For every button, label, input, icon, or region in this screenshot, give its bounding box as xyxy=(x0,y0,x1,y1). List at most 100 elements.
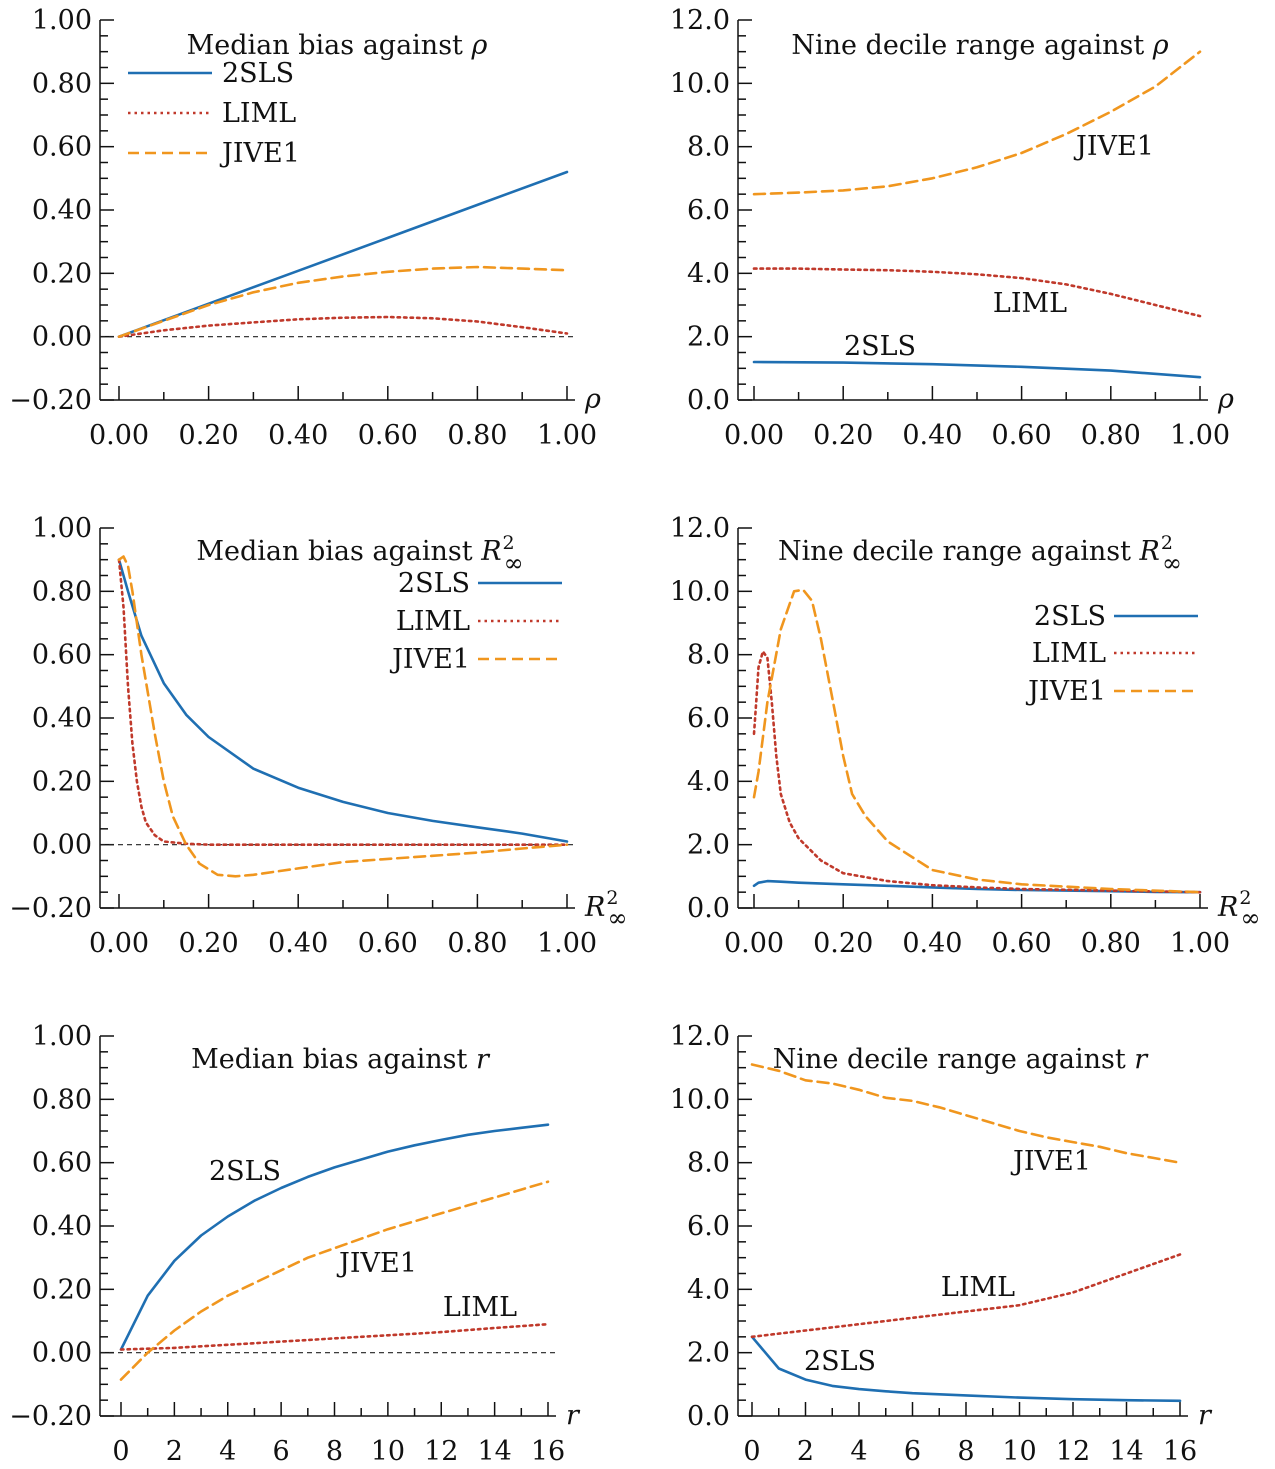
series-label-liml: LIML xyxy=(443,1292,517,1323)
x-tick-label: 12 xyxy=(1056,1436,1090,1467)
series-line-jive1 xyxy=(750,1063,1182,1164)
y-tick-label: 2.0 xyxy=(687,322,730,353)
y-tick-label: 4.0 xyxy=(687,766,730,797)
y-tick-label: −0.20 xyxy=(9,893,92,924)
x-tick-label: 12 xyxy=(424,1436,458,1467)
legend-label-jive1: JIVE1 xyxy=(1025,676,1106,707)
x-tick-label: 0.00 xyxy=(724,420,784,451)
x-tick-label: 0.60 xyxy=(358,928,418,959)
y-tick-label: 6.0 xyxy=(687,195,730,226)
x-tick-label: 0.40 xyxy=(902,928,962,959)
y-tick-label: 0.60 xyxy=(32,640,92,671)
x-tick-label: 0.80 xyxy=(1081,420,1141,451)
x-tick-label: 1.00 xyxy=(1170,420,1230,451)
series-line-jive1 xyxy=(119,1180,550,1381)
series-line-liml xyxy=(117,558,569,847)
x-tick-label: 0.20 xyxy=(813,420,873,451)
x-tick-label: 0.60 xyxy=(992,928,1052,959)
panel-title: Nine decile range against r xyxy=(773,1044,1149,1075)
x-tick-label: 0.20 xyxy=(813,928,873,959)
x-tick-label: 4 xyxy=(219,1436,236,1467)
y-tick-label: 10.0 xyxy=(670,576,730,607)
x-tick-label: 0.20 xyxy=(179,928,239,959)
legend-label-jive1: JIVE1 xyxy=(219,138,300,169)
series-line-jive1 xyxy=(117,265,569,339)
y-tick-label: 0.40 xyxy=(32,1211,92,1242)
x-axis-label: R2 ∞ xyxy=(584,887,627,932)
x-tick-label: 0.40 xyxy=(268,420,328,451)
y-tick-label: 0.80 xyxy=(32,576,92,607)
chart-panel-1: −0.20 0.00 0.20 0.40 0.60 0.80 1.00 0.00 0.20 0.4… xyxy=(9,5,601,451)
y-tick-label: 10.0 xyxy=(670,68,730,99)
x-tick-label: 0 xyxy=(112,1436,129,1467)
x-tick-label: 10 xyxy=(1002,1436,1036,1467)
series-label-2sls: 2SLS xyxy=(209,1156,281,1187)
y-tick-label: 4.0 xyxy=(687,1274,730,1305)
y-tick-label: 12.0 xyxy=(670,513,730,544)
y-tick-label: 0.60 xyxy=(32,1148,92,1179)
y-tick-label: 0.20 xyxy=(32,258,92,289)
x-tick-label: 0.80 xyxy=(447,928,507,959)
x-tick-label: 0.00 xyxy=(89,420,149,451)
x-tick-label: 14 xyxy=(1109,1436,1143,1467)
x-tick-label: 8 xyxy=(957,1436,974,1467)
x-tick-label: 8 xyxy=(326,1436,343,1467)
x-tick-label: 0.00 xyxy=(89,928,149,959)
chart-panel-5: −0.20 0.00 0.20 0.40 0.60 0.80 1.00 0 2 4 6 8 10 12 14… xyxy=(9,1021,581,1467)
panel-title: Median bias against R2 ∞ xyxy=(196,532,523,577)
series-label-jive1: JIVE1 xyxy=(336,1248,417,1279)
series-label-liml: LIML xyxy=(941,1272,1015,1303)
x-axis-label: r xyxy=(566,1400,581,1431)
panel-title: Nine decile range against ρ xyxy=(791,30,1168,61)
legend-label-liml: LIML xyxy=(396,606,470,637)
x-tick-label: 0.00 xyxy=(724,928,784,959)
y-tick-label: 0.80 xyxy=(32,1084,92,1115)
x-tick-label: 6 xyxy=(273,1436,290,1467)
y-tick-label: 0.0 xyxy=(687,385,730,416)
series-line-liml xyxy=(752,267,1202,318)
x-tick-label: 0 xyxy=(743,1436,760,1467)
x-tick-label: 2 xyxy=(166,1436,183,1467)
legend-label-2sls: 2SLS xyxy=(1034,601,1106,632)
x-tick-label: 1.00 xyxy=(537,420,597,451)
y-tick-label: 2.0 xyxy=(687,1338,730,1369)
x-tick-label: 1.00 xyxy=(1170,928,1230,959)
x-tick-label: 4 xyxy=(850,1436,867,1467)
x-tick-label: 0.80 xyxy=(447,420,507,451)
x-axis-label: r xyxy=(1198,1400,1213,1431)
series-line-2sls xyxy=(752,360,1202,379)
panel-title: Nine decile range against R2 ∞ xyxy=(778,532,1182,577)
chart-panel-2: 0.0 2.0 4.0 6.0 8.0 10.0 12.0 0.00 0.20 0.40 0.60 0… xyxy=(670,5,1234,451)
legend-label-2sls: 2SLS xyxy=(222,58,294,89)
x-tick-label: 16 xyxy=(531,1436,565,1467)
series-line-liml xyxy=(750,1253,1182,1339)
legend: 2SLS LIML JIVE1 xyxy=(128,58,300,169)
series-line-2sls xyxy=(119,1123,550,1351)
x-tick-label: 0.20 xyxy=(179,420,239,451)
x-tick-label: 10 xyxy=(371,1436,405,1467)
y-tick-label: 1.00 xyxy=(32,1021,92,1052)
x-axis-label: ρ xyxy=(584,384,601,415)
y-tick-label: 12.0 xyxy=(670,5,730,36)
x-axis-label: ρ xyxy=(1217,384,1234,415)
series-line-liml xyxy=(119,1322,550,1351)
series-line-2sls xyxy=(117,558,569,843)
x-tick-label: 0.40 xyxy=(268,928,328,959)
y-tick-label: 12.0 xyxy=(670,1021,730,1052)
y-tick-label: 0.00 xyxy=(32,830,92,861)
y-tick-label: 6.0 xyxy=(687,1211,730,1242)
series-line-jive1 xyxy=(752,50,1202,196)
legend: 2SLS LIML JIVE1 xyxy=(1025,601,1198,707)
y-tick-label: 0.20 xyxy=(32,766,92,797)
series-line-liml xyxy=(752,650,1202,894)
series-line-2sls xyxy=(750,1335,1182,1403)
y-tick-label: 0.40 xyxy=(32,703,92,734)
y-tick-label: 0.00 xyxy=(32,322,92,353)
y-tick-label: 0.20 xyxy=(32,1274,92,1305)
x-tick-label: 0.40 xyxy=(902,420,962,451)
x-tick-label: 6 xyxy=(904,1436,921,1467)
panel-title: Median bias against r xyxy=(191,1044,491,1075)
x-tick-label: 0.80 xyxy=(1081,928,1141,959)
series-label-jive1: JIVE1 xyxy=(1073,131,1154,162)
y-tick-label: 0.0 xyxy=(687,1401,730,1432)
